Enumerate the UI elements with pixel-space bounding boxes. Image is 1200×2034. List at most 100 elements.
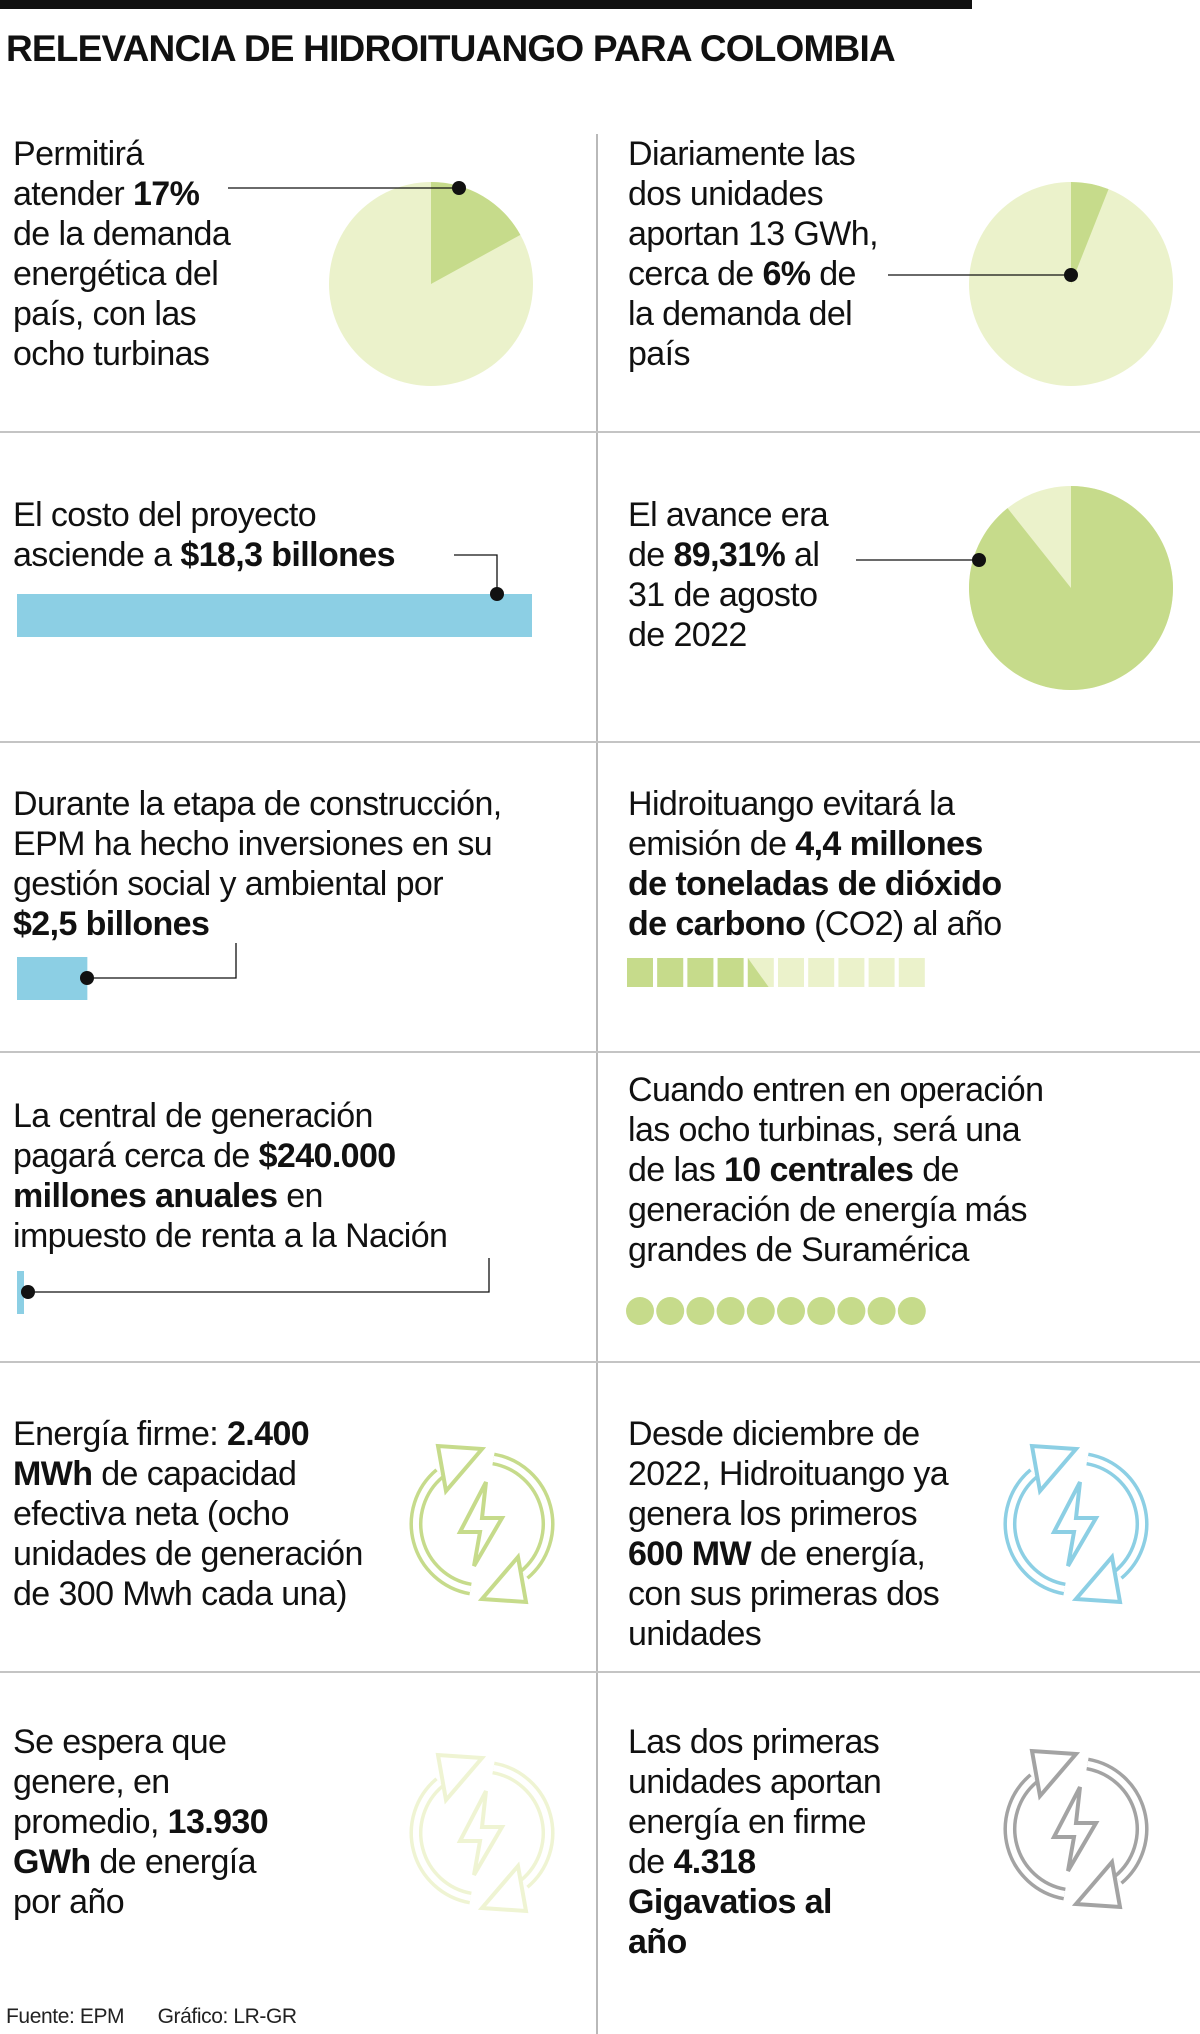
highlight-value: 89,31% xyxy=(673,536,786,574)
source-credit: Fuente: EPM xyxy=(6,2005,125,2028)
row-divider xyxy=(0,1361,1200,1363)
arrow-head xyxy=(435,1443,487,1496)
emission-square-partial xyxy=(747,958,769,987)
text-segment: gestión social y ambiental por xyxy=(13,865,444,903)
text-segment: asciende a xyxy=(13,536,181,574)
text-line: de 4.318 xyxy=(628,1842,881,1882)
fact-text-co2: Hidroituango evitará la emisión de 4,4 mi… xyxy=(628,784,1002,944)
text-segment: pagará cerca de xyxy=(13,1137,259,1175)
renewable-energy-icon xyxy=(409,1752,555,1914)
highlight-value: 600 MW xyxy=(628,1535,752,1573)
text-segment: generación de energía más xyxy=(628,1191,1028,1229)
text-line: país xyxy=(628,334,878,374)
emission-square xyxy=(778,958,804,987)
column-divider xyxy=(596,134,598,2034)
text-segment: de xyxy=(628,1843,674,1881)
text-segment: de 300 Mwh cada una) xyxy=(13,1575,348,1613)
arrow-head xyxy=(477,1552,529,1605)
arrow-arc-inner xyxy=(492,1765,551,1886)
text-segment: efectiva neta (ocho xyxy=(13,1495,289,1533)
arrow-head xyxy=(435,1752,487,1805)
graphic-credit: Gráfico: LR-GR xyxy=(157,2005,297,2028)
text-segment: las ocho turbinas, será una xyxy=(628,1111,1021,1149)
text-segment: Se espera que xyxy=(13,1723,227,1761)
text-segment: grandes de Suramérica xyxy=(628,1231,969,1269)
text-line: año xyxy=(628,1922,881,1962)
text-segment: (CO2) al año xyxy=(805,905,1002,943)
text-segment: Permitirá xyxy=(13,135,144,173)
fact-text-daily-6: Diariamente las dos unidades aportan 13 GW… xyxy=(628,134,879,374)
leader-line xyxy=(87,943,237,979)
text-segment: de xyxy=(628,536,674,574)
text-segment: cerca de xyxy=(628,255,763,293)
text-line: energética del xyxy=(13,254,230,294)
cost-bar xyxy=(17,957,88,1000)
row-divider xyxy=(0,431,1200,433)
lightning-bolt-icon xyxy=(456,1481,506,1568)
fact-text-since: Desde diciembre de 2022, Hidroituango ya g… xyxy=(628,1414,949,1654)
text-segment: al xyxy=(785,536,820,574)
text-line: energía en firme xyxy=(628,1802,881,1842)
text-segment: de capacidad xyxy=(92,1455,297,1493)
renewable-energy-icon xyxy=(409,1443,555,1605)
leader-dot xyxy=(1064,268,1078,282)
arrow-arc-inner xyxy=(1007,1776,1066,1897)
highlight-value: Gigavatios al xyxy=(628,1883,832,1921)
highlight-value: 13.930 xyxy=(167,1803,269,1841)
text-line: 31 de agosto xyxy=(628,575,828,615)
cost-bar xyxy=(17,594,532,637)
cost-bar xyxy=(17,1271,24,1314)
text-segment: Desde diciembre de xyxy=(628,1415,920,1453)
text-segment: dos unidades xyxy=(628,175,824,213)
fact-text-demand-17: Permitirá atender 17% de la demanda energét… xyxy=(13,134,231,374)
text-segment: de las xyxy=(628,1151,724,1189)
highlight-value: $2,5 billones xyxy=(13,905,210,943)
plant-dot xyxy=(626,1297,654,1325)
leader-dot xyxy=(452,181,466,195)
text-line: Diariamente las xyxy=(628,134,878,174)
fact-text-progress: El avance era de 89,31% al 31 de agosto de … xyxy=(628,495,829,655)
text-segment: ocho turbinas xyxy=(13,335,210,373)
highlight-value: $18,3 billones xyxy=(180,536,395,574)
text-segment: energía en firme xyxy=(628,1803,867,1841)
text-line: El costo del proyecto xyxy=(13,495,395,535)
highlight-value: 17% xyxy=(132,175,200,213)
leader-dot xyxy=(490,587,504,601)
text-line: de 300 Mwh cada una) xyxy=(13,1574,363,1614)
text-line: unidades xyxy=(628,1614,948,1654)
text-line: atender 17% xyxy=(13,174,230,214)
text-line: de las 10 centrales de xyxy=(628,1150,1043,1190)
fact-text-cost: El costo del proyecto asciende a $18,3 bi… xyxy=(13,495,396,575)
text-segment: país xyxy=(628,335,690,373)
text-line: de 2022 xyxy=(628,615,828,655)
pie-slice xyxy=(1071,182,1109,284)
plant-dot xyxy=(686,1297,715,1325)
text-segment: 2022, Hidroituango ya xyxy=(628,1455,949,1493)
emission-square xyxy=(838,958,865,987)
text-line: La central de generación xyxy=(13,1096,447,1136)
infographic-title: RELEVANCIA DE HIDROITUANGO PARA COLOMBIA xyxy=(6,28,896,69)
text-line: 2022, Hidroituango ya xyxy=(628,1454,949,1494)
highlight-value: $240.000 xyxy=(258,1137,397,1175)
text-line: país, con las xyxy=(13,294,230,334)
highlight-value: de carbono xyxy=(628,905,806,943)
arrow-arc-inner xyxy=(492,1456,551,1577)
text-line: Energía firme: 2.400 xyxy=(13,1414,363,1454)
emission-square-filled xyxy=(717,958,744,987)
fact-text-top10: Cuando entren en operación las ocho turbi… xyxy=(628,1070,1044,1270)
text-segment: impuesto de renta a la Nación xyxy=(13,1217,448,1255)
text-segment: El costo del proyecto xyxy=(13,496,317,534)
text-segment: en xyxy=(277,1177,323,1215)
arrow-head xyxy=(1071,1857,1123,1910)
arrow-arc-inner xyxy=(1086,1761,1145,1882)
text-segment: país, con las xyxy=(13,295,197,333)
text-segment: con sus primeras dos xyxy=(628,1575,940,1613)
arrow-head xyxy=(1029,1443,1081,1496)
text-line: con sus primeras dos xyxy=(628,1574,948,1614)
text-segment: atender xyxy=(13,175,133,213)
text-line: Permitirá xyxy=(13,134,230,174)
text-line: generación de energía más xyxy=(628,1190,1043,1230)
text-segment: Diariamente las xyxy=(628,135,856,173)
plant-dot xyxy=(807,1297,836,1325)
